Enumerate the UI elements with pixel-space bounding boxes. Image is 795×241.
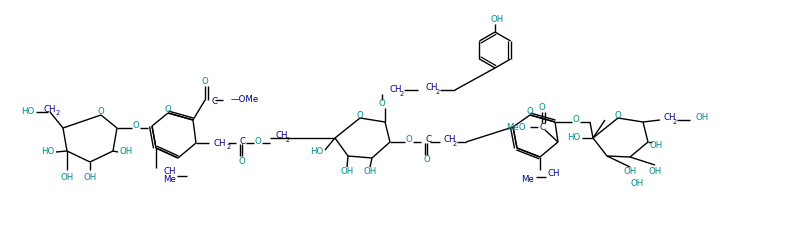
Text: HO: HO (310, 147, 323, 156)
Text: Me: Me (522, 175, 534, 185)
Text: OH: OH (60, 173, 74, 181)
Text: C: C (539, 122, 545, 132)
Text: 2: 2 (286, 137, 290, 143)
Text: C: C (240, 136, 246, 146)
Text: OH: OH (340, 167, 354, 176)
Text: C: C (425, 135, 431, 145)
Text: HO: HO (41, 147, 54, 156)
Text: O: O (405, 135, 413, 145)
Text: CH: CH (426, 83, 439, 93)
Text: 2: 2 (226, 144, 230, 150)
Text: O: O (424, 155, 430, 165)
Text: OH: OH (630, 179, 644, 187)
Text: HO: HO (567, 134, 580, 142)
Text: CH: CH (444, 135, 456, 145)
Text: OH: OH (649, 167, 661, 176)
Text: O: O (539, 103, 545, 113)
Text: 2: 2 (453, 141, 457, 147)
Text: —OMe: —OMe (231, 95, 259, 105)
Text: O: O (133, 120, 139, 129)
Text: CH: CH (43, 105, 56, 114)
Text: CH: CH (163, 167, 176, 176)
Text: OH: OH (695, 114, 708, 122)
Text: 2: 2 (55, 110, 59, 116)
Text: HO: HO (21, 107, 34, 116)
Text: OH: OH (623, 167, 637, 176)
Text: MeO: MeO (506, 122, 526, 132)
Text: CH: CH (548, 168, 560, 178)
Text: O: O (526, 107, 533, 116)
Text: O: O (98, 107, 104, 116)
Text: CH: CH (664, 114, 677, 122)
Text: O: O (254, 136, 262, 146)
Text: O: O (572, 115, 580, 125)
Text: O: O (238, 156, 246, 166)
Text: O: O (165, 106, 172, 114)
Text: 2: 2 (673, 119, 677, 125)
Text: Me: Me (163, 174, 176, 183)
Text: O: O (378, 100, 386, 108)
Text: 2: 2 (436, 89, 440, 95)
Text: O: O (202, 78, 208, 87)
Text: OH: OH (491, 14, 503, 24)
Text: OH: OH (363, 167, 377, 176)
Text: OH: OH (119, 147, 133, 156)
Text: CH: CH (390, 86, 402, 94)
Text: CH: CH (276, 132, 289, 141)
Text: 2: 2 (400, 91, 404, 97)
Text: OH: OH (83, 173, 97, 181)
Text: O: O (357, 111, 363, 120)
Text: OH: OH (650, 141, 663, 149)
Text: CH: CH (214, 139, 227, 147)
Text: C: C (211, 98, 217, 107)
Text: O: O (615, 111, 622, 120)
